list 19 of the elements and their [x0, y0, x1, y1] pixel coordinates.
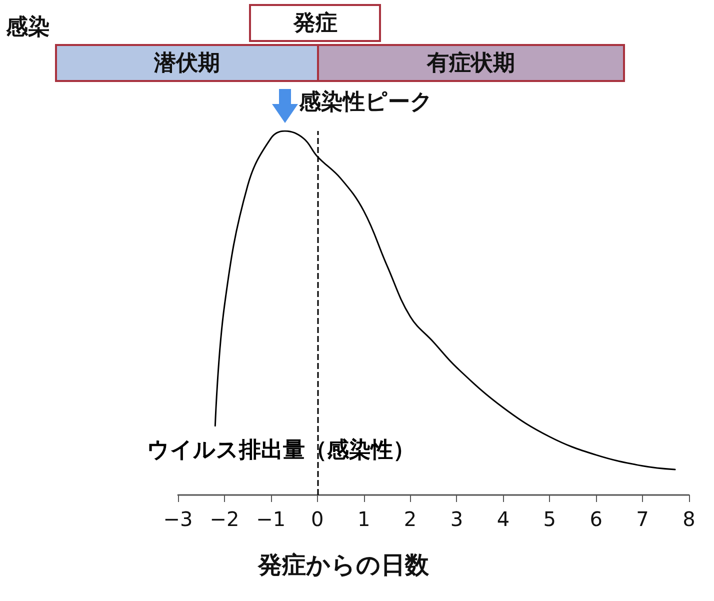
text: 発症: [249, 4, 382, 42]
x-tick-label: 8: [682, 507, 696, 531]
annotation: 感染性ピーク: [298, 89, 433, 117]
x-axis-title: 発症からの日数: [257, 551, 430, 579]
text: ウイルス排出量（感染性）: [147, 437, 416, 465]
x-tick-label: 3: [450, 507, 464, 531]
x-tick-label: −3: [163, 507, 193, 531]
x-tick-label: 5: [543, 507, 556, 531]
x-tick-label: −2: [210, 507, 240, 531]
x-tick-label: 6: [590, 507, 602, 531]
x-tick-label: 0: [310, 507, 324, 531]
x-tick-label: 2: [404, 507, 417, 531]
text: 有症状期: [317, 44, 625, 82]
x-tick-label: 7: [636, 507, 649, 531]
x-tick-label: −1: [256, 507, 286, 531]
text: 潜伏期: [55, 44, 318, 82]
text: 感染: [6, 14, 50, 42]
x-tick-label: 4: [496, 507, 510, 531]
x-tick-label: 1: [357, 507, 370, 531]
